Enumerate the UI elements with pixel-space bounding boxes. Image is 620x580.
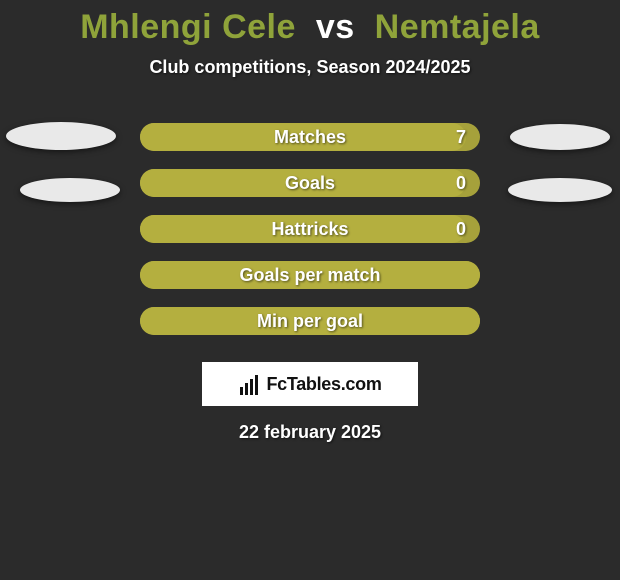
stat-label: Goals (140, 169, 480, 197)
stat-bar: Hattricks0 (140, 215, 480, 243)
title-player1: Mhlengi Cele (80, 8, 296, 46)
stat-value-right: 0 (456, 169, 466, 197)
stat-row: Matches7 (0, 114, 620, 160)
stat-row: Goals0 (0, 160, 620, 206)
stat-row: Hattricks0 (0, 206, 620, 252)
stat-bar: Goals per match (140, 261, 480, 289)
stat-label: Matches (140, 123, 480, 151)
stats-block: Matches7Goals0Hattricks0Goals per matchM… (0, 114, 620, 344)
stat-label: Min per goal (140, 307, 480, 335)
stat-bar: Goals0 (140, 169, 480, 197)
logo-box: FcTables.com (202, 362, 418, 406)
stat-row: Min per goal (0, 298, 620, 344)
stat-label: Hattricks (140, 215, 480, 243)
stat-value-right: 7 (456, 123, 466, 151)
page-title: Mhlengi Cele vs Nemtajela (0, 0, 620, 47)
date-text: 22 february 2025 (0, 422, 620, 443)
title-player2: Nemtajela (375, 8, 540, 46)
subtitle: Club competitions, Season 2024/2025 (0, 57, 620, 78)
stat-label: Goals per match (140, 261, 480, 289)
bar-chart-icon (238, 373, 260, 395)
stat-bar: Min per goal (140, 307, 480, 335)
logo-text: FcTables.com (266, 374, 381, 395)
stat-bar: Matches7 (140, 123, 480, 151)
title-vs: vs (316, 8, 355, 46)
stat-row: Goals per match (0, 252, 620, 298)
stat-value-right: 0 (456, 215, 466, 243)
